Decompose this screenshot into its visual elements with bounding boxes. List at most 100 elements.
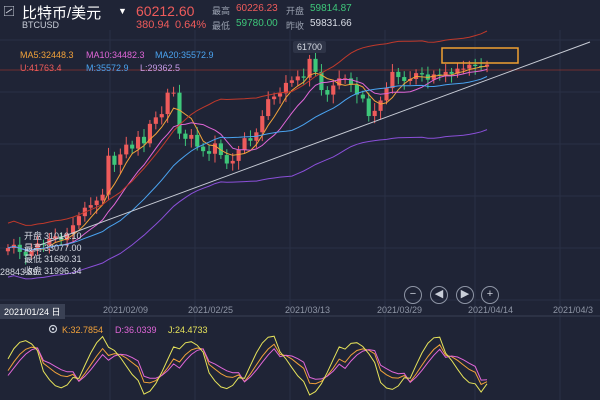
candle: [201, 146, 206, 152]
open-label: 开盘: [286, 6, 305, 16]
date-tick: 2021/02/25: [188, 305, 234, 315]
ma5-label: MA5:32448.3: [20, 50, 74, 60]
candle: [118, 154, 123, 165]
zoom-in-button[interactable]: +: [481, 286, 499, 304]
zoom-out-button[interactable]: −: [404, 286, 422, 304]
low-value: 59780.00: [236, 18, 278, 29]
candle: [455, 68, 460, 74]
scroll-left-button[interactable]: ◀: [430, 286, 448, 304]
tooltip-low: 31680.31: [44, 254, 82, 264]
candle: [206, 151, 212, 154]
date-tick: 2021/03/29: [377, 305, 423, 315]
candle: [402, 77, 407, 81]
prev-close-label: 昨收: [286, 21, 305, 31]
chevron-down-icon[interactable]: ▼: [118, 6, 127, 16]
kdj-d-label: D:36.0339: [115, 325, 157, 335]
candle: [165, 92, 170, 115]
ma20-label: MA20:35572.9: [155, 50, 214, 60]
candle: [301, 76, 306, 78]
candle: [59, 236, 64, 241]
candle: [473, 64, 478, 66]
symbol-code: BTCUSD: [22, 20, 60, 30]
candle: [195, 134, 200, 147]
date-tick: 2021/03/13: [285, 305, 331, 315]
tooltip-high-label: 最高: [24, 242, 43, 253]
current-price: 60212.60: [136, 3, 195, 19]
candle: [390, 71, 395, 89]
tooltip-high: 33077.00: [44, 242, 82, 253]
ma10-label: MA10:34482.3: [86, 50, 145, 60]
candle: [88, 205, 93, 208]
candle: [396, 71, 401, 78]
cursor-date: 2021/01/24 日: [0, 304, 65, 319]
candle: [153, 117, 158, 124]
candle: [384, 88, 389, 101]
boll-lower-label: L:29362.5: [140, 63, 181, 73]
candle: [242, 138, 247, 150]
tooltip-close: 31996.34: [44, 265, 82, 276]
tooltip-open-label: 开盘: [24, 231, 43, 241]
candle: [378, 100, 383, 111]
candle: [136, 136, 141, 149]
tooltip-close-label: 收盘: [24, 265, 43, 276]
candle: [331, 85, 336, 95]
candle: [189, 134, 194, 139]
candle: [65, 233, 70, 241]
candle: [106, 155, 111, 195]
kdj-k-label: K:32.7854: [62, 325, 104, 335]
candle: [337, 78, 342, 86]
low-label: 最低: [212, 21, 231, 31]
boll-upper-label: U:41763.4: [20, 63, 62, 73]
candle: [53, 236, 58, 239]
candle-tooltip: 开盘 31010.10 最高 33077.00 最低 31680.31 收盘 31996…: [24, 231, 82, 277]
settings-icon[interactable]: [48, 324, 58, 334]
trend-line: [39, 41, 591, 246]
candle: [23, 251, 28, 256]
candle: [171, 92, 176, 94]
candle: [443, 71, 448, 76]
candle: [484, 64, 490, 67]
candle: [449, 71, 454, 74]
ma5-line: [7, 65, 488, 251]
high-value: 60226.23: [236, 3, 278, 14]
chart-type-icon[interactable]: [4, 6, 14, 16]
kdj-j-label: J:24.4733: [168, 325, 208, 335]
candle: [159, 114, 164, 118]
date-tick: 2021/04/3: [553, 305, 594, 315]
prev-close-value: 59831.66: [310, 18, 352, 29]
candle: [5, 248, 11, 252]
price-change-pct: 0.64%: [175, 19, 207, 31]
candle: [224, 155, 229, 164]
kdj-j-line: [7, 335, 488, 396]
scroll-right-button[interactable]: ▶: [456, 286, 474, 304]
candle: [348, 78, 354, 85]
candle: [130, 144, 135, 149]
candle: [325, 90, 330, 95]
candle: [94, 200, 99, 206]
candle: [248, 138, 253, 141]
candle: [461, 68, 466, 70]
candle: [277, 93, 283, 97]
tooltip-open: 31010.10: [44, 231, 82, 241]
candle: [236, 149, 241, 161]
candle: [100, 194, 105, 201]
candle: [467, 64, 472, 69]
boll-mid-label: M:35572.9: [86, 63, 129, 73]
candle: [431, 74, 436, 80]
price-change: 380.94: [136, 19, 170, 31]
candle: [260, 116, 265, 133]
boll-upper-line: [7, 30, 488, 226]
candle: [272, 96, 277, 100]
candle: [295, 76, 300, 81]
symbol-name[interactable]: 比特币/美元: [22, 5, 102, 22]
price-marker: 61700: [293, 41, 327, 53]
ma20-line: [7, 76, 488, 251]
date-tick: 2021/04/14: [468, 305, 514, 315]
candle: [307, 58, 312, 78]
y-axis-label: 28843.89: [0, 267, 38, 277]
candle: [319, 71, 324, 91]
candle: [212, 143, 218, 154]
tooltip-low-label: 最低: [24, 254, 43, 264]
candle: [366, 98, 371, 117]
